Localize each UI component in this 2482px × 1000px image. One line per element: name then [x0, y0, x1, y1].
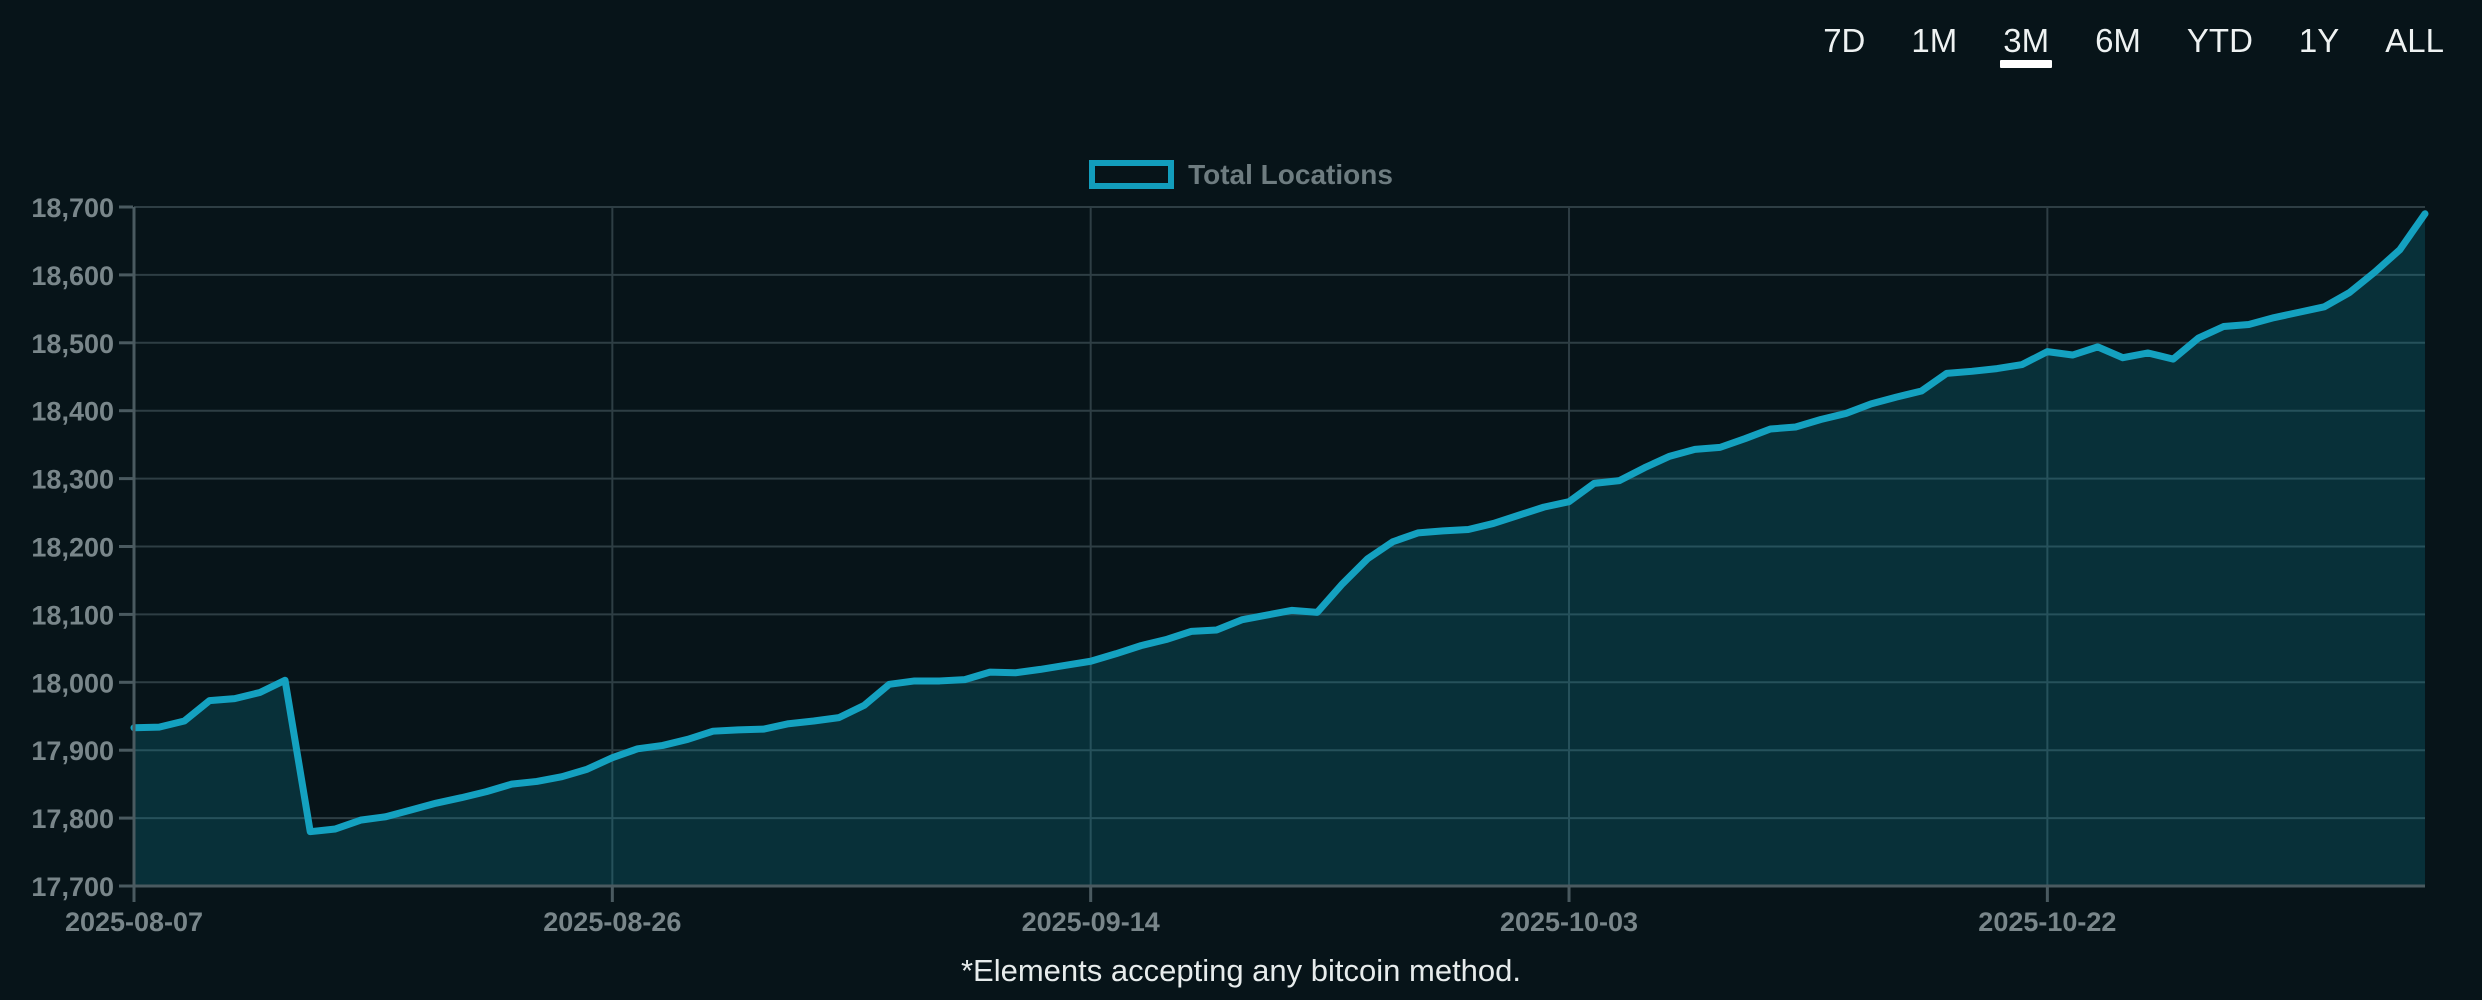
series-line-total-locations: [130, 210, 2429, 836]
y-axis-tick-label: 18,000: [31, 668, 114, 698]
legend-item-total-locations[interactable]: Total Locations: [1089, 160, 1393, 189]
tab-label: ALL: [2385, 22, 2444, 59]
x-axis-tick-label: 2025-09-14: [1022, 907, 1160, 937]
tab-label: 3M: [2003, 22, 2050, 59]
y-axis-tick-label: 18,500: [31, 329, 114, 359]
legend: Total Locations: [0, 160, 2482, 189]
tab-1m[interactable]: 1M: [1911, 24, 1957, 68]
tab-label: 1Y: [2298, 22, 2340, 59]
tab-3m[interactable]: 3M: [2000, 22, 2053, 68]
tab-label: 1M: [1911, 22, 1958, 59]
y-axis-tick-label: 18,100: [31, 600, 114, 630]
tab-label: YTD: [2186, 22, 2253, 59]
y-axis-tick-label: 18,400: [31, 397, 114, 427]
tab-6m[interactable]: 6M: [2095, 24, 2141, 68]
x-axis-tick-label: 2025-08-26: [543, 907, 681, 937]
tab-label: 6M: [2095, 22, 2141, 59]
tab-all[interactable]: ALL: [2385, 24, 2444, 68]
tab-1y[interactable]: 1Y: [2299, 24, 2339, 68]
tab-ytd[interactable]: YTD: [2187, 24, 2253, 68]
x-axis-tick-label: 2025-10-22: [1978, 907, 2116, 937]
time-range-tabs: 7D 1M 3M 6M YTD 1Y ALL: [1823, 24, 2444, 68]
y-axis-tick-label: 18,600: [31, 261, 114, 291]
legend-label: Total Locations: [1188, 158, 1393, 190]
x-axis-tick-label: 2025-08-07: [65, 907, 203, 937]
y-axis-tick-label: 18,700: [31, 193, 114, 223]
legend-swatch: [1089, 160, 1175, 189]
chart-footnote: *Elements accepting any bitcoin method.: [960, 953, 1522, 988]
x-axis-tick-label: 2025-10-03: [1500, 907, 1638, 937]
y-axis-tick-label: 17,700: [31, 872, 114, 902]
active-tab-underline: [2000, 60, 2053, 68]
y-axis-tick-label: 18,300: [31, 465, 114, 495]
y-axis-tick-label: 17,800: [31, 804, 114, 834]
y-axis-tick-label: 18,200: [31, 533, 114, 563]
tab-7d[interactable]: 7D: [1823, 24, 1865, 68]
tab-label: 7D: [1823, 22, 1866, 59]
y-axis-tick-label: 17,900: [31, 736, 114, 766]
chart-plot-area[interactable]: [134, 207, 2425, 886]
series-area-total-locations: [134, 213, 2425, 887]
